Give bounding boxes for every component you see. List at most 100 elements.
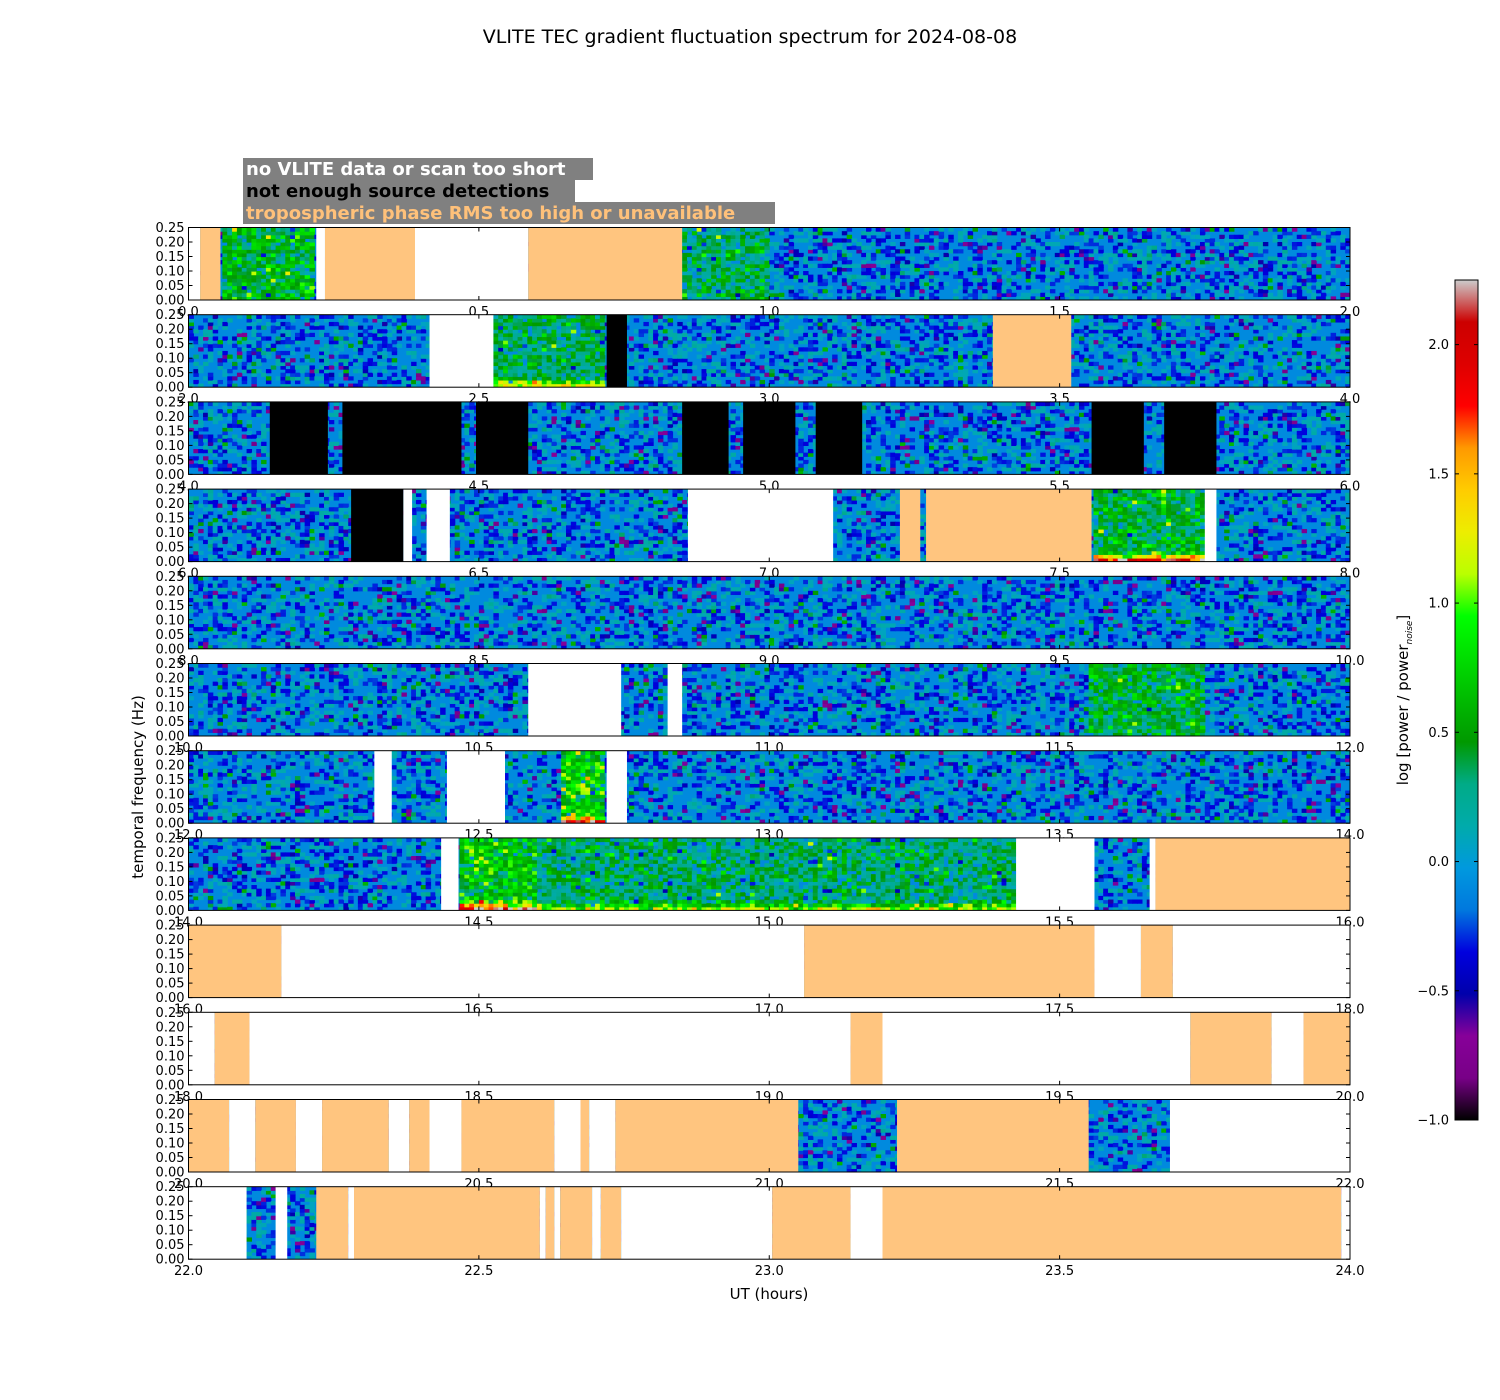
spectrum-cell [1011, 285, 1017, 290]
spectrum-cell [788, 343, 795, 348]
spectrum-cell [585, 361, 591, 367]
spectrum-cell [677, 350, 683, 356]
spectrum-cell [357, 325, 364, 330]
spectrum-cell [793, 274, 799, 279]
spectrum-cell [769, 358, 775, 363]
spectrum-cell [275, 358, 282, 363]
spectrum-cell [822, 347, 828, 352]
spectrum-cell [391, 321, 398, 327]
spectrum-cell [1146, 369, 1153, 374]
spectrum-cell [236, 271, 243, 276]
spectrum-cell [1204, 252, 1211, 258]
spectrum-cell [928, 354, 935, 359]
spectrum-cell [1151, 376, 1158, 381]
spectrum-cell [1078, 361, 1085, 367]
spectrum-cell [716, 379, 722, 385]
spectrum-cell [696, 238, 703, 243]
spectrum-cell [1001, 289, 1007, 294]
spectrum-cell [241, 379, 248, 385]
spectrum-cell [909, 289, 916, 294]
spectrum-cell [774, 252, 780, 258]
spectrum-cell [227, 358, 233, 363]
spectrum-cell [251, 271, 257, 276]
spectrum-cell [241, 376, 248, 381]
spectrum-cell [246, 260, 253, 265]
spectrum-cell [1132, 358, 1138, 363]
spectrum-cell [377, 379, 383, 385]
spectrum-cell [851, 314, 857, 319]
spectrum-cell [232, 271, 238, 276]
spectrum-cell [333, 343, 340, 348]
spectrum-cell [774, 267, 780, 272]
spectrum-cell [1325, 271, 1332, 276]
spectrum-cell [1122, 281, 1128, 287]
spectrum-cell [1233, 249, 1240, 254]
spectrum-cell [846, 354, 853, 359]
spectrum-cell [987, 372, 993, 377]
spectrum-cell [299, 263, 306, 268]
spectrum-cell [188, 358, 194, 363]
spectrum-cell [1262, 267, 1269, 272]
spectrum-cell [265, 292, 272, 297]
spectrum-cell [1170, 340, 1177, 345]
spectrum-cell [701, 238, 707, 243]
spectrum-cell [420, 321, 427, 327]
spectrum-cell [841, 343, 848, 348]
spectrum-cell [759, 238, 766, 243]
spectrum-cell [541, 350, 548, 356]
spectrum-cell [928, 347, 935, 352]
spectrum-cell [1103, 332, 1109, 338]
spectrum-cell [832, 376, 838, 381]
spectrum-cell [241, 245, 248, 250]
spectrum-cell [1170, 379, 1177, 385]
spectrum-cell [319, 350, 325, 356]
spectrum-cell [241, 365, 248, 370]
spectrum-cell [1340, 296, 1346, 300]
spectrum-cell [1054, 260, 1061, 265]
spectrum-cell [1083, 256, 1090, 261]
spectrum-cell [1011, 292, 1017, 297]
spectrum-cell [246, 340, 253, 345]
spectrum-cell [735, 271, 741, 276]
spectrum-cell [957, 354, 964, 359]
spectrum-cell [885, 227, 891, 232]
spectrum-cell [415, 314, 422, 319]
spectrum-cell [1151, 321, 1158, 327]
spectrum-cell [522, 336, 528, 341]
spectrum-cell [1340, 234, 1346, 239]
spectrum-cell [832, 383, 838, 388]
spectrum-cell [1035, 289, 1041, 294]
spectrum-cell [386, 343, 393, 348]
spectrum-cell [241, 285, 248, 290]
spectrum-cell [711, 314, 717, 319]
spectrum-cell [880, 350, 886, 356]
spectrum-cell [1238, 260, 1245, 265]
spectrum-cell [851, 340, 857, 345]
spectrum-cell [933, 379, 940, 385]
spectrum-cell [198, 347, 204, 352]
spectrum-cell [837, 252, 843, 258]
spectrum-cell [759, 278, 766, 283]
spectrum-cell [677, 336, 683, 341]
spectrum-cell [1093, 271, 1099, 276]
spectrum-cell [914, 267, 920, 272]
spectrum-cell [207, 325, 214, 330]
spectrum-cell [725, 289, 732, 294]
spectrum-cell [236, 289, 243, 294]
spectrum-cell [866, 332, 872, 338]
spectrum-cell [914, 278, 920, 283]
spectrum-cell [962, 354, 969, 359]
spectrum-cell [561, 369, 567, 374]
spectrum-cell [261, 289, 267, 294]
spectrum-cell [1059, 227, 1066, 232]
spectrum-cell [1088, 285, 1095, 290]
spectrum-cell [740, 296, 746, 300]
spectrum-cell [532, 358, 538, 363]
spectrum-cell [812, 227, 819, 232]
spectrum-cell [735, 238, 741, 243]
spectrum-cell [846, 343, 853, 348]
spectrum-cell [1151, 340, 1158, 345]
spectrum-cell [749, 245, 756, 250]
spectrum-cell [1277, 289, 1283, 294]
